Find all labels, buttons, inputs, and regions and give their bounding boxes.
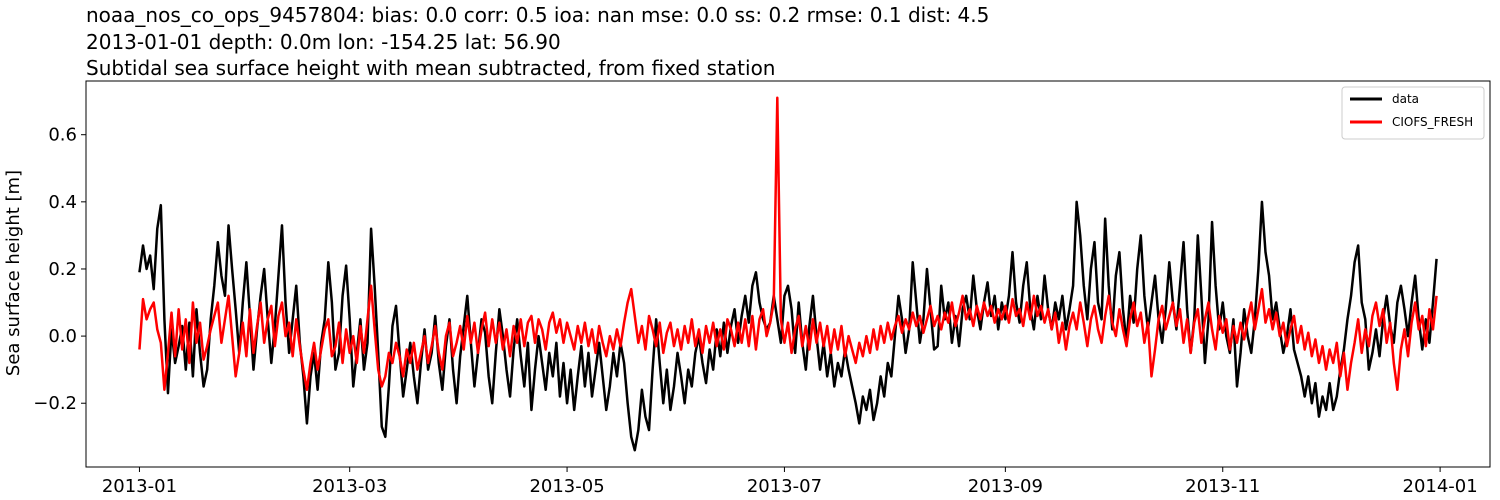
y-tick-label: 0.6 — [48, 125, 77, 146]
y-tick-label: 0.4 — [48, 192, 77, 213]
title-line-description: Subtidal sea surface height with mean su… — [86, 56, 775, 80]
x-tick-label: 2013-07 — [747, 476, 822, 497]
x-tick-label: 2013-05 — [529, 476, 604, 497]
x-tick-label: 2014-01 — [1403, 476, 1478, 497]
plot-frame — [85, 80, 1491, 468]
y-tick-label: 0.0 — [48, 326, 77, 347]
legend-label-data: data — [1392, 92, 1419, 106]
y-axis: −0.2 0.0 0.2 0.4 0.6 — [33, 125, 86, 414]
legend: data CIOFS_FRESH — [1341, 86, 1485, 140]
title-line-metrics: noaa_nos_co_ops_9457804: bias: 0.0 corr:… — [86, 3, 989, 27]
chart-title: noaa_nos_co_ops_9457804: bias: 0.0 corr:… — [86, 3, 989, 80]
series-line-ciofs-fresh — [138, 96, 1438, 392]
y-tick-label: 0.2 — [48, 259, 77, 280]
y-axis-label: Sea surface height [m] — [3, 170, 24, 376]
x-axis: 2013-01 2013-03 2013-05 2013-07 2013-09 2013-… — [102, 467, 1478, 497]
legend-label-ciofs-fresh: CIOFS_FRESH — [1392, 115, 1473, 129]
x-tick-label: 2013-09 — [968, 476, 1043, 497]
x-tick-label: 2013-11 — [1185, 476, 1260, 497]
title-line-location: 2013-01-01 depth: 0.0m lon: -154.25 lat:… — [86, 30, 561, 54]
x-tick-label: 2013-01 — [102, 476, 177, 497]
x-tick-label: 2013-03 — [312, 476, 387, 497]
y-tick-label: −0.2 — [33, 393, 77, 414]
series-lines — [138, 96, 1438, 452]
